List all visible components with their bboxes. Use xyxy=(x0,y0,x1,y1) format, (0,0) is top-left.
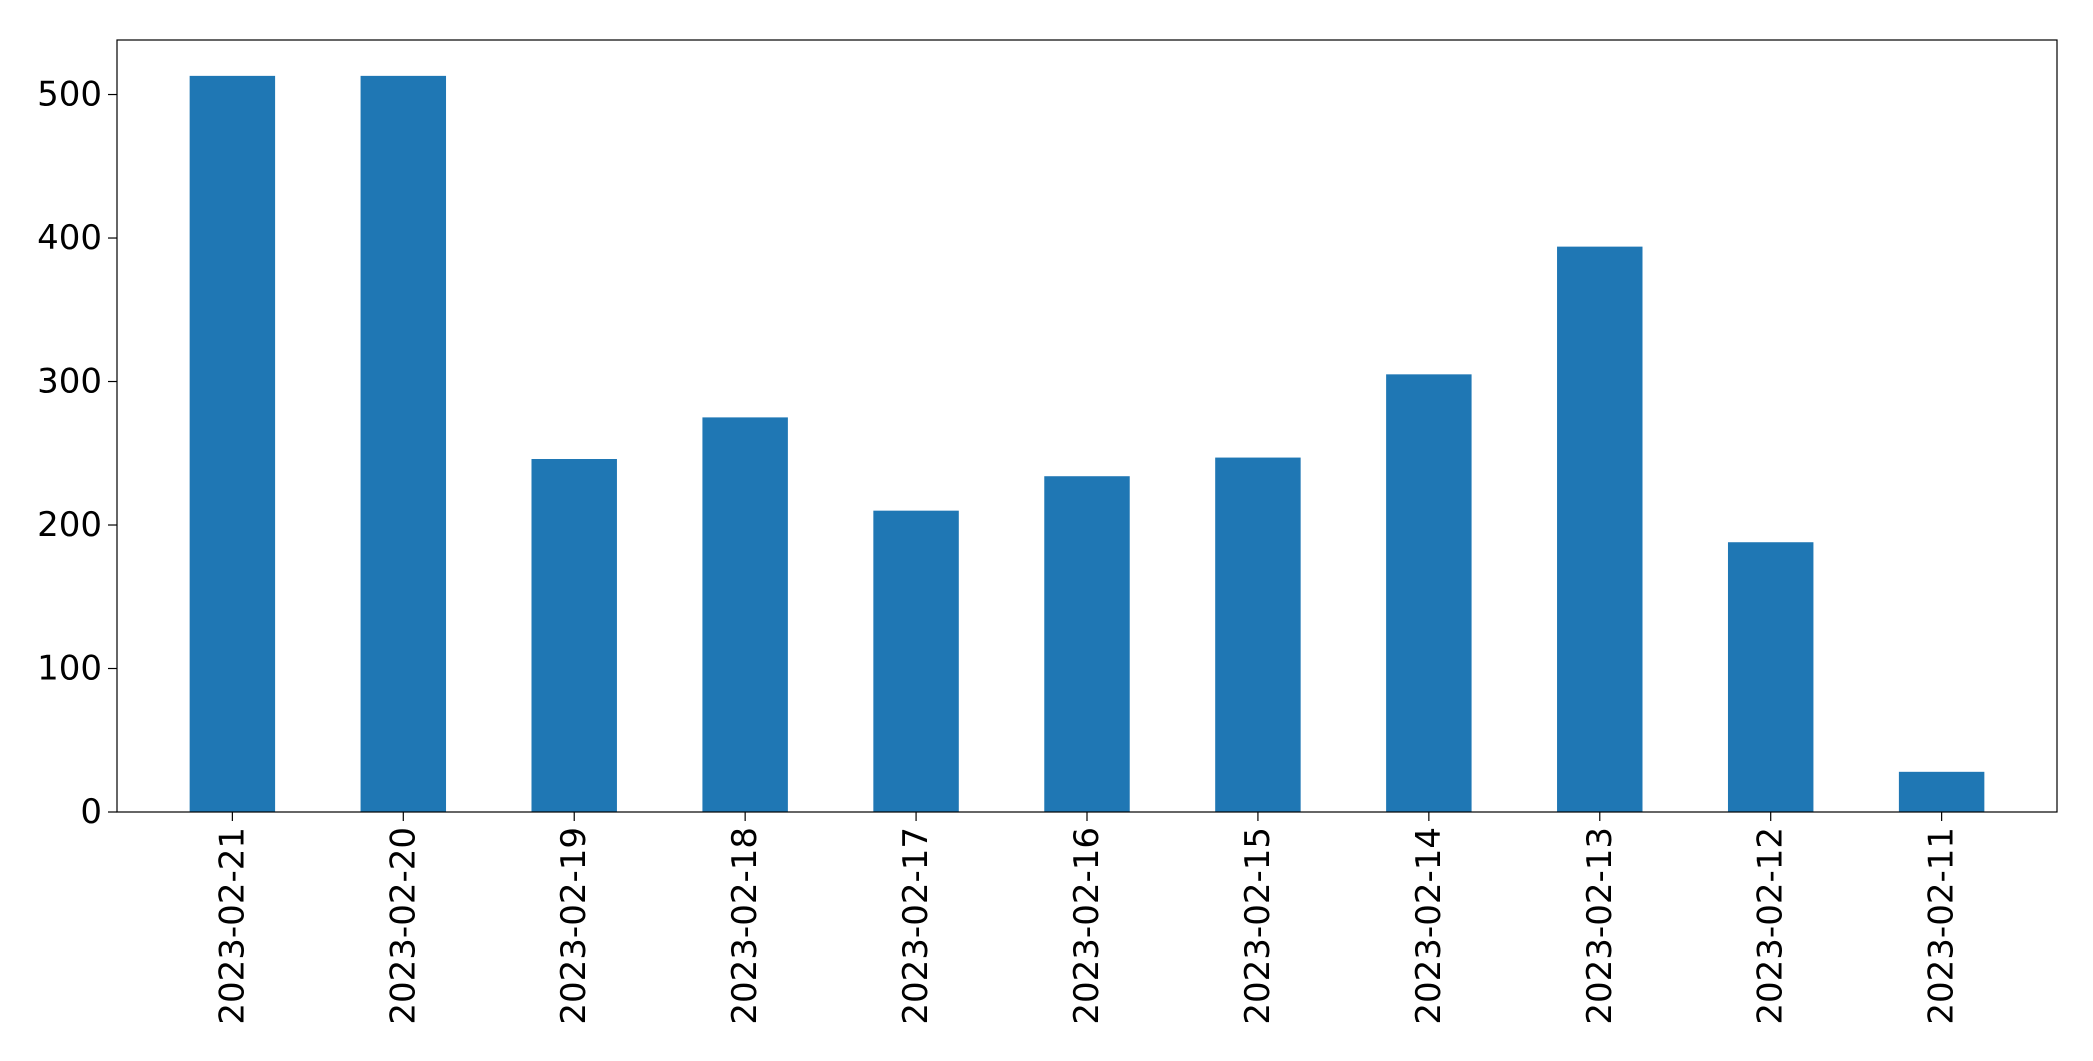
x-tick-label: 2023-02-20 xyxy=(383,827,423,1025)
x-tick-label: 2023-02-16 xyxy=(1067,827,1107,1025)
x-tick-label: 2023-02-11 xyxy=(1922,827,1962,1025)
bar-2023-02-15 xyxy=(1215,457,1301,812)
x-tick-label: 2023-02-18 xyxy=(725,827,765,1025)
x-tick-label: 2023-02-15 xyxy=(1238,827,1278,1025)
bar-2023-02-16 xyxy=(1044,476,1130,812)
x-tick-label: 2023-02-12 xyxy=(1751,827,1791,1025)
x-tick-label: 2023-02-19 xyxy=(554,827,594,1025)
bar-2023-02-18 xyxy=(702,417,788,812)
y-tick-label: 400 xyxy=(37,218,102,258)
bar-2023-02-13 xyxy=(1557,246,1643,812)
y-tick-label: 200 xyxy=(37,505,102,545)
y-axis: 0 100 200 300 400 500 xyxy=(37,75,117,832)
bar-2023-02-12 xyxy=(1727,542,1814,812)
x-axis: 2023-02-21 2023-02-20 2023-02-19 2023-02-18… xyxy=(212,812,1962,1025)
bar-2023-02-14 xyxy=(1386,374,1472,812)
y-tick-label: 300 xyxy=(37,362,102,402)
x-tick-label: 2023-02-13 xyxy=(1580,827,1620,1025)
bar-2023-02-19 xyxy=(531,459,617,812)
y-tick-label: 0 xyxy=(80,792,102,832)
bar-2023-02-17 xyxy=(873,510,959,812)
bar-2023-02-21 xyxy=(189,75,276,813)
bar-2023-02-11 xyxy=(1898,771,1985,812)
x-tick-label: 2023-02-14 xyxy=(1409,827,1449,1025)
bars-group xyxy=(189,75,1985,813)
y-tick-label: 500 xyxy=(37,75,102,115)
x-tick-label: 2023-02-21 xyxy=(212,827,252,1025)
y-tick-label: 100 xyxy=(37,649,102,689)
bar-2023-02-20 xyxy=(360,75,447,813)
x-tick-label: 2023-02-17 xyxy=(896,827,936,1025)
